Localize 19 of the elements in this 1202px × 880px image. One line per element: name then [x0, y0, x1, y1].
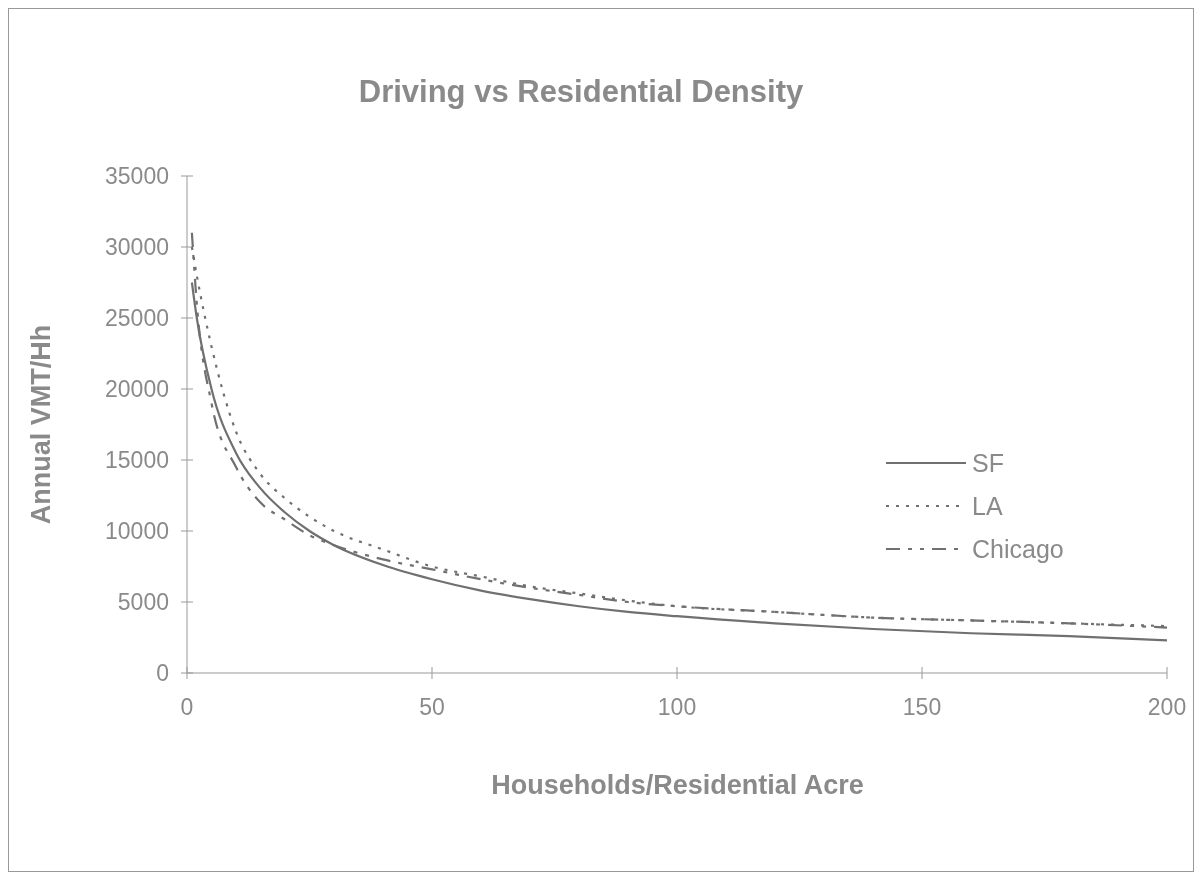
y-tick-label: 25000 — [105, 305, 169, 332]
y-tick-label: 15000 — [105, 447, 169, 474]
y-tick-label: 5000 — [117, 589, 169, 616]
y-axis-title: Annual VMT/Hh — [26, 324, 56, 525]
x-tick-label: 150 — [902, 694, 942, 720]
y-tick-label: 35000 — [105, 163, 169, 190]
legend-label: Chicago — [972, 534, 1064, 563]
x-tick-label: 50 — [419, 694, 445, 720]
y-tick-label: 0 — [156, 660, 169, 687]
legend-label: LA — [972, 491, 1003, 520]
y-tick-label: 30000 — [105, 234, 169, 261]
x-tick-label: 100 — [657, 694, 697, 720]
y-tick-label: 20000 — [105, 376, 169, 403]
y-tick-label: 10000 — [105, 518, 169, 545]
legend-label: SF — [972, 448, 1004, 477]
x-axis-title: Households/Residential Acre — [491, 770, 864, 800]
x-tick-label: 200 — [1147, 694, 1187, 720]
x-tick-label: 0 — [180, 694, 194, 720]
chart-title: Driving vs Residential Density — [358, 74, 804, 109]
